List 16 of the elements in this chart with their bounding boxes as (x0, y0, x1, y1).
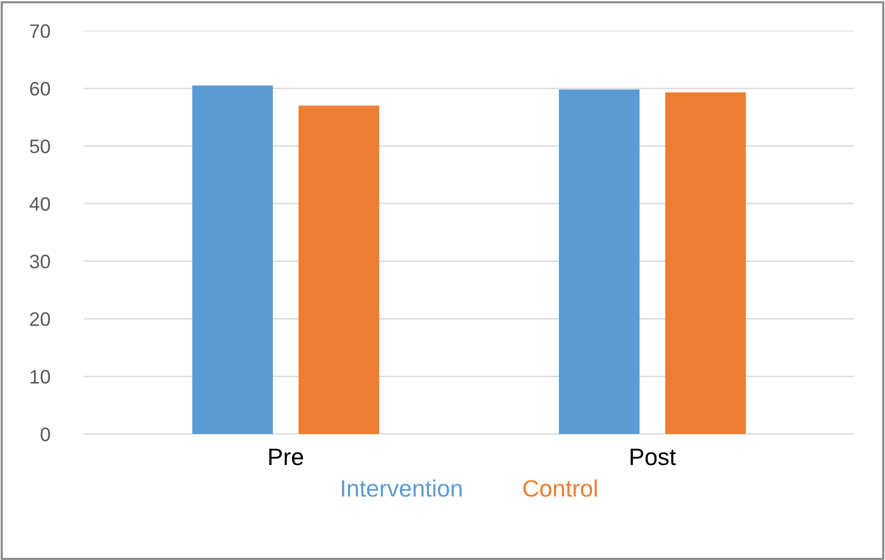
x-tick-label: Pre (269, 448, 304, 466)
text: Control (523, 479, 597, 497)
bar (192, 86, 273, 434)
bar (558, 90, 640, 434)
y-tick-label: 30 (30, 254, 50, 268)
y-tick-label: 70 (30, 24, 50, 38)
y-tick-label: 10 (30, 370, 50, 384)
x-tick-label: Post (630, 448, 676, 466)
y-tick-label: 20 (30, 312, 50, 326)
y-tick-label: 40 (30, 197, 50, 211)
y-tick-label: 0 (40, 427, 50, 442)
y-tick-label: 60 (30, 82, 50, 96)
bar (298, 106, 380, 434)
y-tick-label: 50 (30, 139, 50, 154)
text: Intervention (342, 479, 462, 497)
bar (665, 92, 746, 434)
